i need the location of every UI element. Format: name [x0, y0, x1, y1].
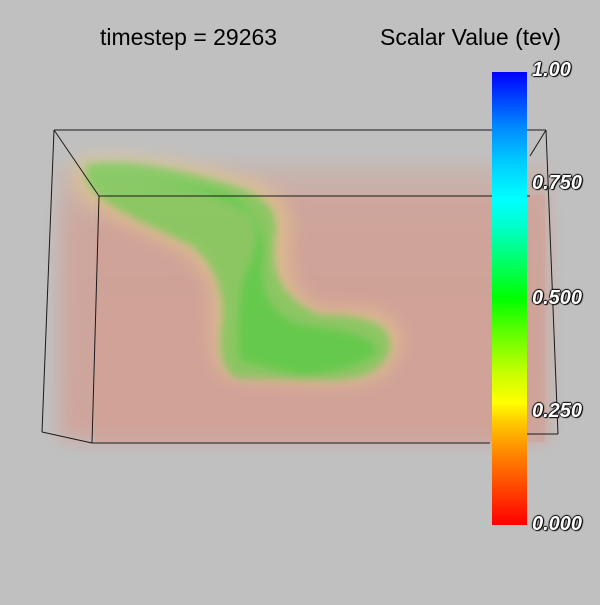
colorbar-tick-max: 1.00 — [532, 59, 571, 81]
timestep-label: timestep = 29263 — [100, 24, 278, 50]
scalar-plume — [75, 155, 401, 385]
colorbar-tick-0250: 0.250 — [532, 400, 583, 422]
bounding-box-outline — [41, 129, 559, 444]
colorbar-tick-min: 0.000 — [532, 513, 583, 535]
colorbar-title: Scalar Value (tev) — [380, 24, 562, 50]
colorbar-tick-0750: 0.750 — [532, 172, 583, 194]
scalar-colorbar — [492, 72, 527, 525]
colorbar-tick-0500: 0.500 — [532, 287, 583, 309]
